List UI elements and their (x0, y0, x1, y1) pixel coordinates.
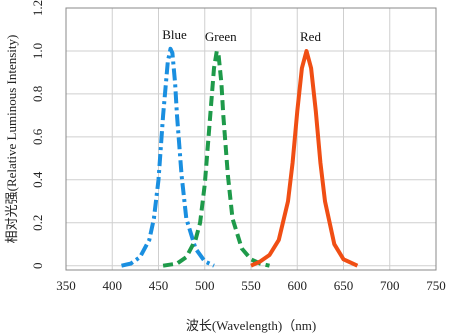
y-tick-labels: 0 0.2 0.4 0.6 0.8 1.0 1.2 (30, 0, 45, 269)
x-tick-label: 350 (56, 278, 76, 293)
x-tick-label: 700 (380, 278, 400, 293)
series-label-green: Green (205, 29, 237, 44)
x-tick-label: 650 (334, 278, 354, 293)
y-tick-label: 0.2 (30, 215, 45, 231)
y-tick-label: 1.0 (30, 43, 45, 59)
series-label-red: Red (300, 29, 321, 44)
x-tick-label: 550 (241, 278, 261, 293)
y-tick-label: 0.6 (30, 128, 45, 145)
series-line-blue (121, 46, 215, 268)
series-line-green (162, 49, 270, 268)
x-tick-label: 450 (149, 278, 169, 293)
series-line-red (250, 49, 359, 268)
series-labels: Blue Green Red (162, 27, 321, 44)
y-tick-label: 0.8 (30, 86, 45, 102)
x-tick-label: 500 (195, 278, 215, 293)
y-tick-label: 0.4 (30, 171, 45, 188)
y-axis-label: 相对光强(Relative Luminous Intensity) (4, 35, 19, 244)
series-label-blue: Blue (162, 27, 187, 42)
y-tick-label: 1.2 (30, 0, 45, 16)
plot-frame (65, 7, 437, 271)
x-tick-label: 400 (103, 278, 123, 293)
grid (65, 7, 437, 270)
x-tick-label: 750 (426, 278, 446, 293)
x-axis-label: 波长(Wavelength)（nm) (186, 318, 316, 333)
x-tick-labels: 350 400 450 500 550 600 650 700 750 (56, 278, 446, 293)
series-layer (121, 46, 359, 268)
x-tick-label: 600 (288, 278, 308, 293)
y-tick-label: 0 (30, 262, 45, 269)
